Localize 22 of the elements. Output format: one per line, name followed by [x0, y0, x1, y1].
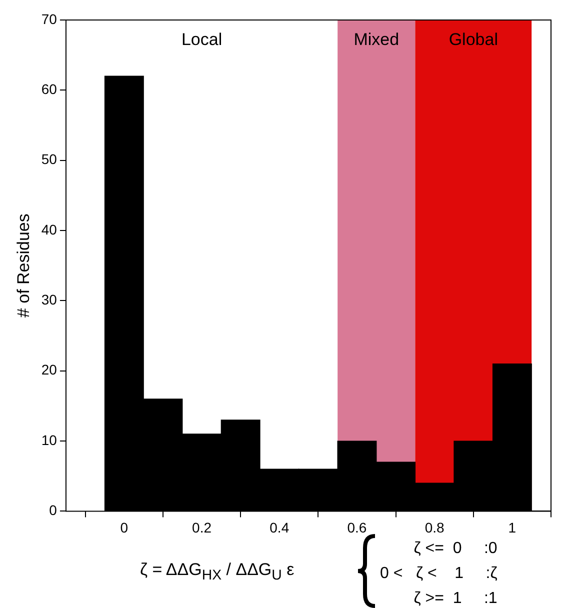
y-tick-label: 70 — [41, 10, 58, 27]
text: ζ >= 1 :1 — [412, 589, 498, 608]
y-axis-title: # of Residues — [14, 214, 33, 318]
y-tick-label: 30 — [41, 292, 58, 308]
y-tick-label: 10 — [41, 432, 58, 448]
y-tick-label: 0 — [49, 502, 58, 518]
band-label: Mixed — [354, 30, 400, 50]
x-tick-label: 1 — [508, 519, 516, 536]
x-tick-label: 0 — [120, 519, 128, 536]
x-tick-label: 0.6 — [347, 519, 367, 536]
x-tick-label: 0.4 — [270, 519, 290, 536]
text: 0 < ζ < 1 :ζ — [380, 564, 498, 584]
y-tick-label: 60 — [41, 81, 58, 98]
x-tick-label: 0.2 — [192, 519, 212, 536]
y-tick-label: 50 — [41, 151, 58, 168]
y-tick-label: 20 — [41, 362, 58, 378]
y-tick-label: 40 — [41, 221, 58, 238]
text: ζ <= 0 :0 — [412, 539, 498, 559]
band-label: Local — [181, 30, 222, 50]
x-tick-label: 0.8 — [424, 519, 445, 536]
band-label: Global — [448, 30, 498, 50]
x-axis-title: ζ = ΔΔG$_{HX}$ / ΔΔG$_{U}$ ε — [140, 560, 294, 584]
